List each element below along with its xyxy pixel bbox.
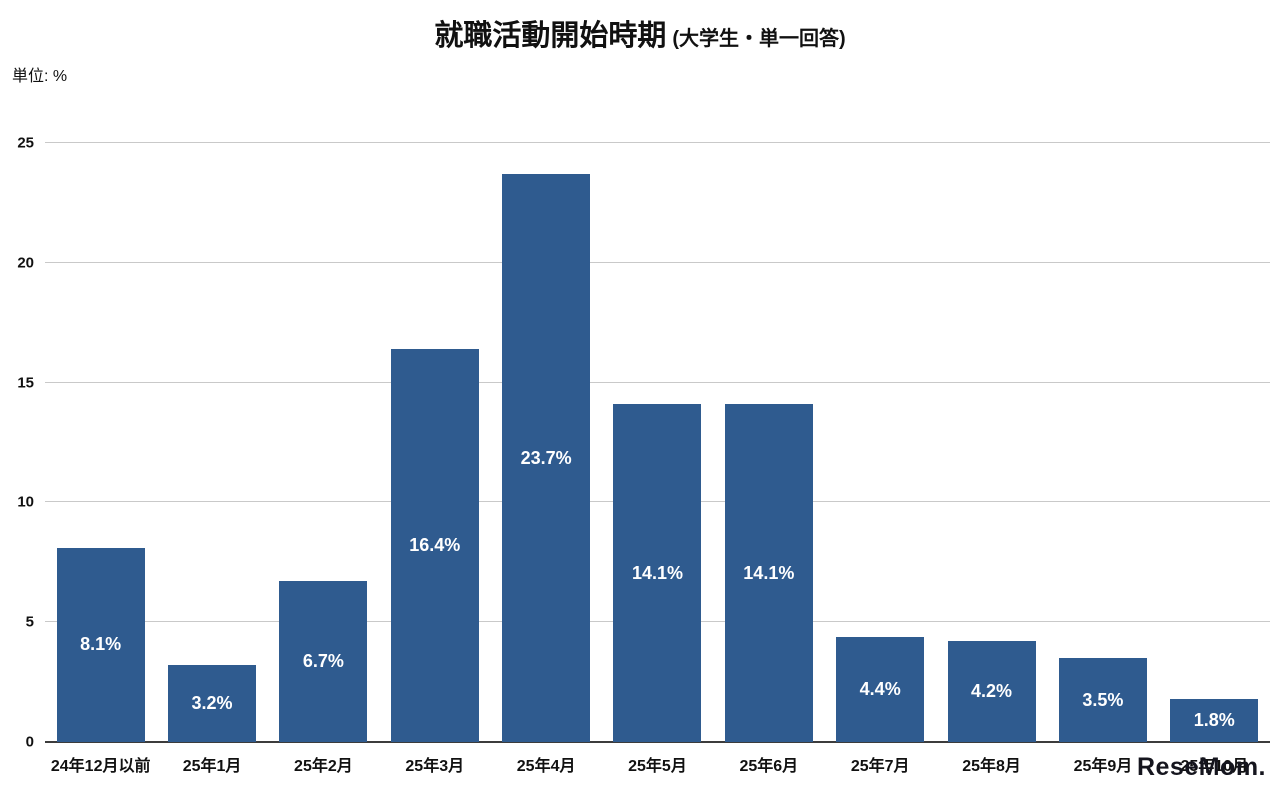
unit-label: 単位: %	[12, 68, 68, 85]
x-tick-label: 25年2月	[294, 758, 353, 775]
bar-column: 16.4%	[379, 143, 490, 742]
gridline	[45, 381, 1270, 383]
x-tick-label: 25年8月	[962, 758, 1021, 775]
bar-column: 8.1%	[45, 143, 156, 742]
bar-column: 4.2%	[936, 143, 1047, 742]
plot-area: 8.1% 3.2% 6.7% 16.4% 23.7% 14.1% 14.1% 4.4% 4.2%…	[17, 136, 1270, 750]
bar-column: 4.4%	[825, 143, 936, 742]
bar-value-label: 14.1%	[631, 562, 683, 583]
bar: 23.7%	[502, 174, 591, 742]
chart-title-sub: (大学生・単一回答)	[672, 28, 846, 50]
bar: 4.2%	[947, 641, 1036, 742]
y-tick-label: 5	[25, 613, 34, 631]
x-tick-label: 25年6月	[739, 758, 799, 775]
bar-value-label: 4.2%	[971, 681, 1013, 702]
bar-column: 6.7%	[268, 143, 379, 742]
chart-title: 就職活動開始時期 (大学生・単一回答)	[0, 12, 1280, 54]
bar-column: 3.2%	[156, 143, 267, 742]
x-tick-label: 25年1月	[182, 758, 242, 775]
bars-container: 8.1% 3.2% 6.7% 16.4% 23.7% 14.1% 14.1% 4.4% 4.2%…	[45, 143, 1270, 742]
x-tick-label: 24年12月以前	[50, 758, 151, 775]
x-axis-labels: 24年12月以前 25年1月 25年2月 25年3月 25年4月 25年5月 25年6月 25…	[45, 752, 1270, 776]
bar-value-label: 3.2%	[191, 693, 233, 714]
bar-column: 3.5%	[1047, 143, 1158, 742]
x-tick-label: 25年10月	[1180, 758, 1249, 775]
bar: 4.4%	[836, 636, 925, 742]
bar-value-label: 4.4%	[859, 678, 901, 699]
y-tick-label: 15	[17, 374, 34, 392]
chart-title-main: 就職活動開始時期	[434, 20, 667, 52]
bar-value-label: 23.7%	[520, 447, 572, 468]
y-tick-label: 25	[17, 134, 34, 152]
bar-column: 14.1%	[713, 143, 824, 742]
x-axis-baseline	[45, 741, 1270, 743]
bar: 14.1%	[613, 404, 702, 742]
bar: 3.2%	[168, 665, 257, 742]
x-tick-label: 25年4月	[516, 758, 576, 775]
bar: 16.4%	[390, 349, 479, 742]
gridline	[45, 142, 1270, 143]
y-tick-label: 20	[17, 254, 34, 272]
resemom-watermark-logo: ReseMom.	[1136, 753, 1266, 781]
bar: 1.8%	[1170, 698, 1259, 742]
x-tick-label: 25年7月	[850, 758, 910, 775]
y-tick-label: 10	[17, 493, 34, 511]
bar-value-label: 16.4%	[409, 535, 461, 556]
bar-value-label: 3.5%	[1082, 689, 1124, 710]
bar-value-label: 1.8%	[1193, 709, 1235, 730]
x-tick-label: 25年5月	[628, 758, 687, 775]
bar-column: 14.1%	[602, 143, 713, 742]
x-tick-label: 25年3月	[405, 758, 465, 775]
bar: 3.5%	[1058, 658, 1147, 742]
bar-value-label: 8.1%	[80, 634, 122, 655]
x-tick-label: 25年9月	[1073, 758, 1133, 775]
gridline	[45, 261, 1270, 263]
y-tick-label: 0	[25, 733, 34, 751]
bar-value-label: 14.1%	[743, 562, 795, 583]
bar-value-label: 6.7%	[302, 651, 344, 672]
bar: 8.1%	[56, 547, 145, 742]
bar-column: 23.7%	[490, 143, 601, 742]
bar-column: 1.8%	[1159, 143, 1270, 742]
bar: 14.1%	[724, 404, 813, 742]
bar: 6.7%	[279, 581, 368, 742]
